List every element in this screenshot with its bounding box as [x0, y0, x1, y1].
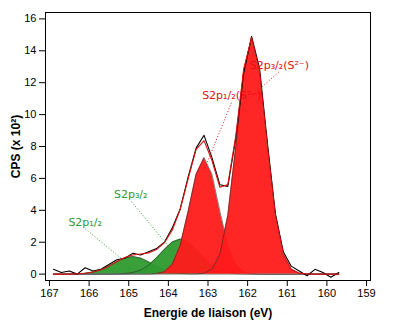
svg-text:8: 8 — [30, 140, 36, 152]
svg-text:10: 10 — [24, 108, 36, 120]
svg-text:16: 16 — [24, 12, 36, 24]
svg-text:2: 2 — [30, 236, 36, 248]
svg-text:6: 6 — [30, 172, 36, 184]
svg-text:163: 163 — [199, 287, 217, 299]
svg-text:165: 165 — [120, 287, 138, 299]
svg-text:166: 166 — [80, 287, 98, 299]
svg-text:4: 4 — [30, 204, 36, 216]
svg-text:162: 162 — [238, 287, 256, 299]
svg-text:CPS (x 10²): CPS (x 10²) — [9, 115, 23, 178]
svg-text:14: 14 — [24, 44, 36, 56]
svg-text:167: 167 — [40, 287, 58, 299]
svg-text:S2p₁/₂: S2p₁/₂ — [68, 216, 102, 229]
svg-text:S2p₃/₂(S²⁻): S2p₃/₂(S²⁻) — [250, 59, 309, 72]
svg-text:S2p₁/₂(S²⁻): S2p₁/₂(S²⁻) — [202, 89, 261, 102]
svg-text:160: 160 — [318, 287, 336, 299]
svg-text:S2p₃/₂: S2p₃/₂ — [114, 188, 148, 201]
svg-text:164: 164 — [159, 287, 177, 299]
svg-text:12: 12 — [24, 76, 36, 88]
svg-text:Energie de liaison (eV): Energie de liaison (eV) — [144, 306, 273, 320]
svg-text:159: 159 — [357, 287, 375, 299]
svg-text:161: 161 — [278, 287, 296, 299]
svg-text:0: 0 — [30, 268, 36, 280]
